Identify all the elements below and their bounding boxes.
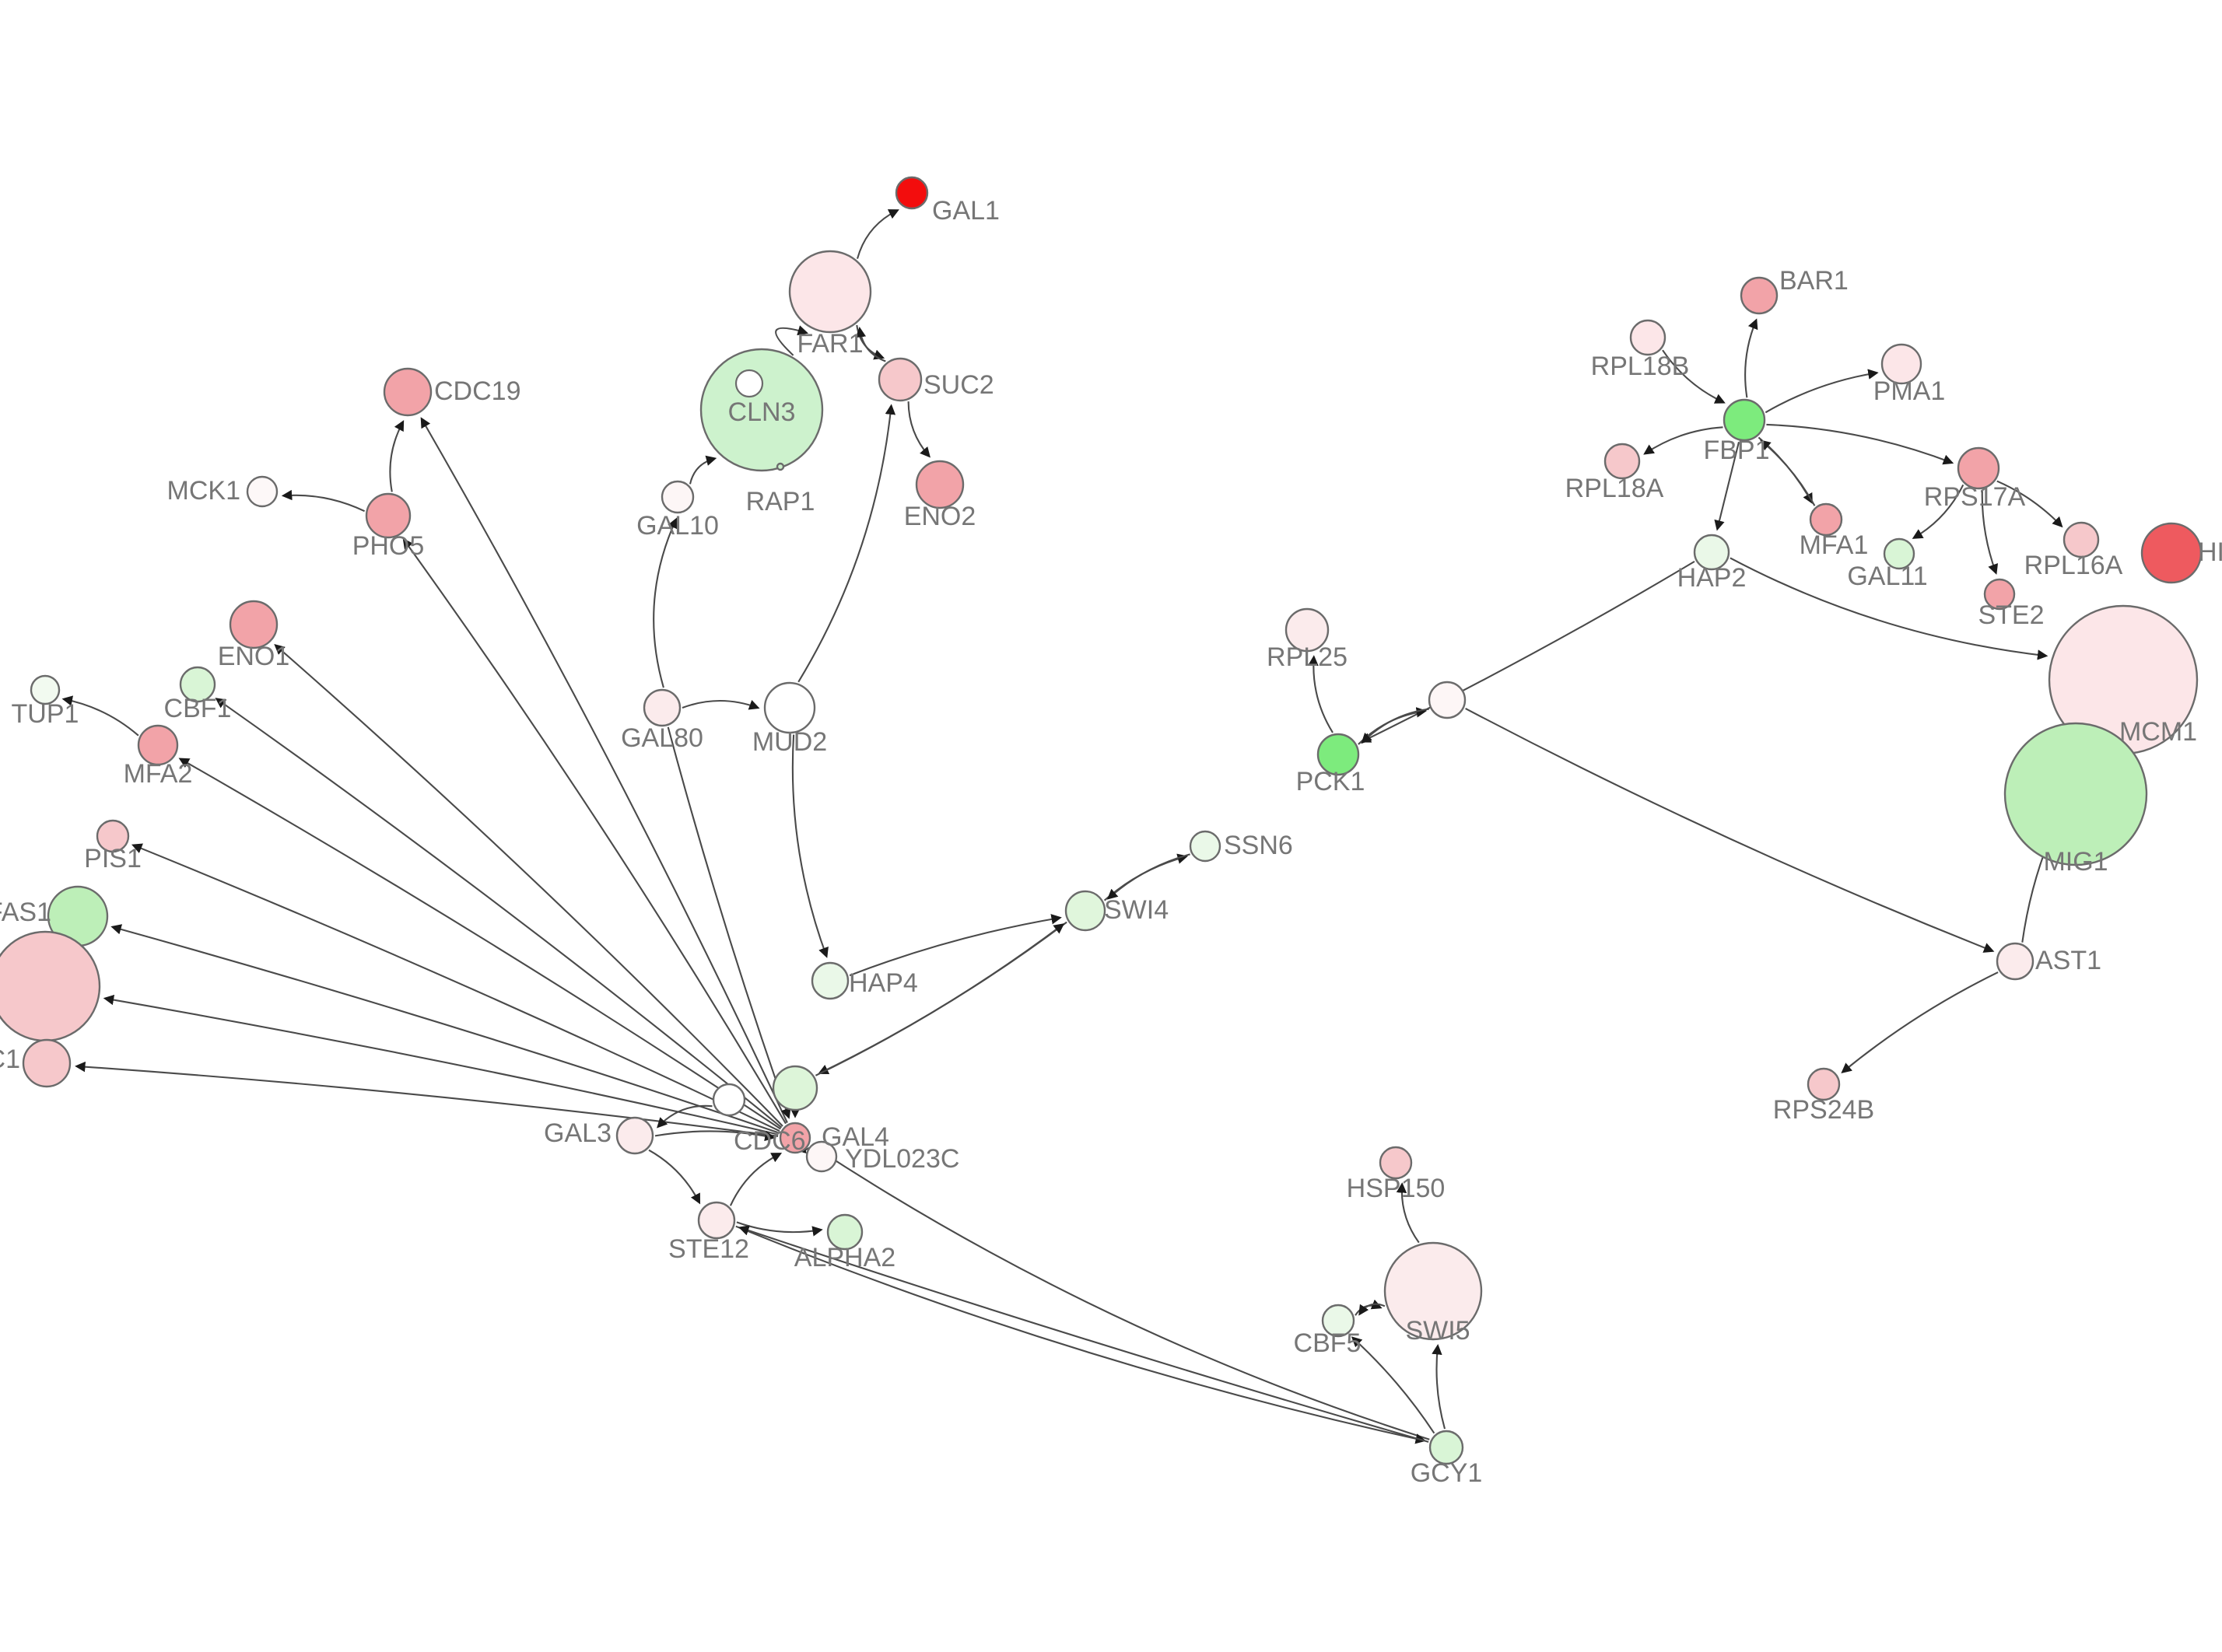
svg-text:RPL18B: RPL18B (1591, 352, 1690, 381)
svg-text:GAL1: GAL1 (932, 196, 1000, 226)
svg-text:FAS1: FAS1 (0, 898, 51, 927)
svg-text:PMA1: PMA1 (1873, 376, 1946, 406)
svg-text:HIS4: HIS4 (2198, 537, 2222, 567)
svg-text:PDC1: PDC1 (0, 1045, 20, 1074)
svg-text:RPL16A: RPL16A (2024, 551, 2123, 580)
svg-text:AST1: AST1 (2035, 946, 2101, 975)
svg-text:GAL80: GAL80 (621, 723, 703, 753)
svg-text:CDC19: CDC19 (434, 376, 520, 406)
svg-text:HAP4: HAP4 (849, 968, 918, 998)
svg-text:SSN6: SSN6 (1224, 831, 1293, 860)
svg-text:BAR1: BAR1 (1779, 266, 1849, 296)
svg-text:RPS24B: RPS24B (1773, 1095, 1874, 1125)
svg-text:MCK1: MCK1 (167, 476, 240, 506)
svg-text:PCK1: PCK1 (1296, 767, 1365, 796)
svg-text:CDC6: CDC6 (734, 1126, 806, 1156)
svg-text:ALPHA2: ALPHA2 (794, 1243, 895, 1272)
svg-text:FAR1: FAR1 (797, 329, 863, 359)
svg-text:TUP1: TUP1 (12, 699, 79, 729)
svg-text:GAL10: GAL10 (636, 511, 719, 541)
svg-text:CBF5: CBF5 (1294, 1328, 1362, 1358)
svg-text:CLN3: CLN3 (728, 397, 796, 427)
svg-text:RPL18A: RPL18A (1565, 474, 1664, 503)
svg-text:PHO5: PHO5 (352, 531, 425, 561)
svg-text:FBP1: FBP1 (1703, 436, 1769, 465)
svg-text:CBF1: CBF1 (164, 694, 232, 723)
svg-text:SUC2: SUC2 (923, 370, 994, 400)
svg-text:RAP1: RAP1 (746, 487, 815, 516)
svg-text:YDL023C: YDL023C (845, 1144, 959, 1174)
svg-text:HAP2: HAP2 (1677, 563, 1747, 593)
svg-text:ENO1: ENO1 (218, 642, 290, 671)
svg-text:GAL11: GAL11 (1847, 562, 1927, 591)
svg-text:SWI5: SWI5 (1405, 1316, 1470, 1346)
svg-text:HSP150: HSP150 (1347, 1174, 1446, 1203)
svg-text:MFA2: MFA2 (124, 759, 193, 789)
svg-text:STE2: STE2 (1978, 600, 2044, 630)
svg-text:MIG1: MIG1 (2043, 847, 2108, 877)
svg-text:STE12: STE12 (668, 1234, 749, 1264)
svg-text:MUD2: MUD2 (752, 727, 827, 757)
svg-text:ENO2: ENO2 (904, 502, 976, 531)
svg-text:PIS1: PIS1 (84, 844, 142, 873)
svg-text:GAL3: GAL3 (544, 1118, 612, 1148)
svg-text:SWI4: SWI4 (1104, 895, 1169, 925)
svg-text:RPS17A: RPS17A (1924, 482, 2026, 512)
svg-text:GCY1: GCY1 (1411, 1458, 1483, 1488)
svg-text:MFA1: MFA1 (1800, 530, 1869, 560)
svg-text:MCM1: MCM1 (2119, 717, 2197, 747)
svg-text:RPL25: RPL25 (1267, 642, 1348, 672)
